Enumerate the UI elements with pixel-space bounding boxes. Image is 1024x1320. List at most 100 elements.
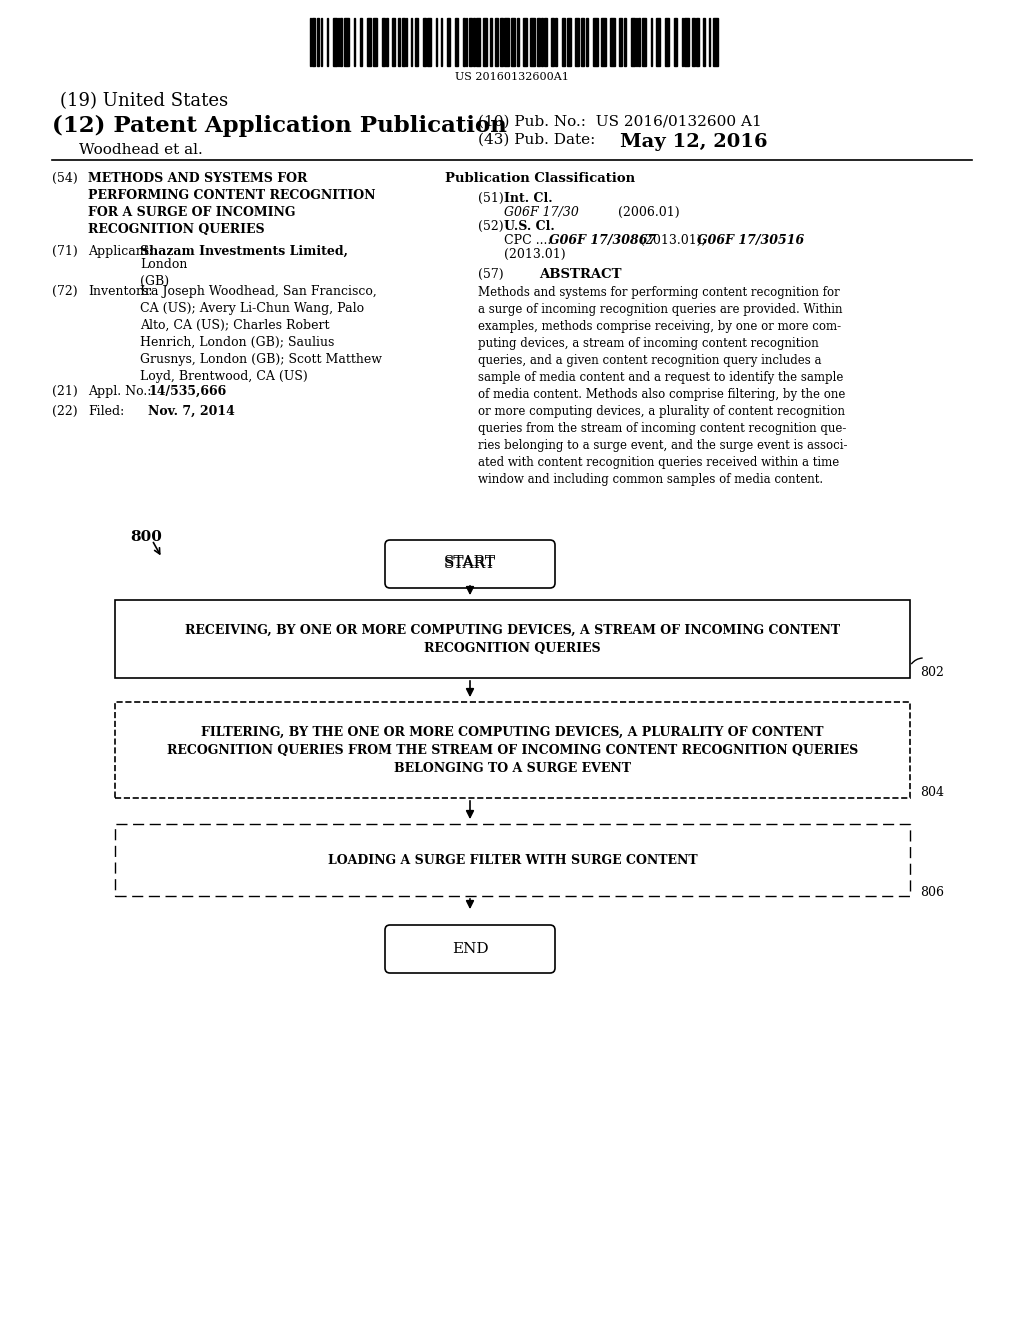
Bar bbox=[511, 18, 515, 66]
FancyBboxPatch shape bbox=[115, 601, 910, 678]
Bar bbox=[620, 18, 623, 66]
Text: (72): (72) bbox=[52, 285, 78, 298]
Bar bbox=[482, 18, 486, 66]
FancyBboxPatch shape bbox=[385, 925, 555, 973]
Text: 14/535,666: 14/535,666 bbox=[148, 385, 226, 399]
Bar bbox=[475, 18, 479, 66]
Text: METHODS AND SYSTEMS FOR
PERFORMING CONTENT RECOGNITION
FOR A SURGE OF INCOMING
R: METHODS AND SYSTEMS FOR PERFORMING CONTE… bbox=[88, 172, 376, 236]
Bar bbox=[463, 18, 465, 66]
Bar bbox=[582, 18, 585, 66]
Bar bbox=[642, 18, 646, 66]
Bar bbox=[344, 18, 349, 66]
Text: G06F 17/30516: G06F 17/30516 bbox=[697, 234, 804, 247]
Bar bbox=[567, 18, 571, 66]
Bar bbox=[517, 18, 519, 66]
Bar bbox=[401, 18, 404, 66]
Text: G06F 17/30: G06F 17/30 bbox=[504, 206, 579, 219]
Bar bbox=[593, 18, 598, 66]
Bar bbox=[455, 18, 458, 66]
Text: END: END bbox=[452, 942, 488, 956]
Text: (2013.01);: (2013.01); bbox=[636, 234, 706, 247]
FancyBboxPatch shape bbox=[115, 702, 910, 799]
Bar bbox=[500, 18, 503, 66]
Bar bbox=[562, 18, 565, 66]
Bar bbox=[312, 18, 315, 66]
Text: Inventors:: Inventors: bbox=[88, 285, 153, 298]
Bar bbox=[386, 18, 388, 66]
Bar bbox=[333, 18, 337, 66]
Bar bbox=[317, 18, 319, 66]
Bar bbox=[551, 18, 554, 66]
Bar bbox=[542, 18, 544, 66]
Text: (12) Patent Application Publication: (12) Patent Application Publication bbox=[52, 115, 507, 137]
Text: Applicant:: Applicant: bbox=[88, 246, 153, 257]
Text: ABSTRACT: ABSTRACT bbox=[539, 268, 622, 281]
Bar bbox=[427, 18, 431, 66]
Bar bbox=[545, 18, 548, 66]
Text: START: START bbox=[444, 554, 496, 569]
Bar bbox=[382, 18, 385, 66]
Text: G06F 17/30867: G06F 17/30867 bbox=[549, 234, 656, 247]
Bar bbox=[666, 18, 669, 66]
Text: 804: 804 bbox=[920, 785, 944, 799]
Text: 800: 800 bbox=[130, 531, 162, 544]
Text: (71): (71) bbox=[52, 246, 78, 257]
Bar bbox=[340, 18, 342, 66]
Text: 802: 802 bbox=[920, 667, 944, 678]
Text: Int. Cl.: Int. Cl. bbox=[504, 191, 553, 205]
Bar bbox=[638, 18, 640, 66]
Text: Appl. No.:: Appl. No.: bbox=[88, 385, 152, 399]
Bar bbox=[367, 18, 371, 66]
Bar bbox=[538, 18, 541, 66]
Text: (2006.01): (2006.01) bbox=[618, 206, 680, 219]
Bar bbox=[587, 18, 589, 66]
Text: (52): (52) bbox=[478, 220, 504, 234]
Text: Methods and systems for performing content recognition for
a surge of incoming r: Methods and systems for performing conte… bbox=[478, 286, 848, 486]
Text: (22): (22) bbox=[52, 405, 78, 418]
Bar bbox=[495, 18, 498, 66]
Text: CPC ....: CPC .... bbox=[504, 234, 559, 247]
FancyBboxPatch shape bbox=[115, 824, 910, 896]
Bar bbox=[610, 18, 615, 66]
Text: London
(GB): London (GB) bbox=[140, 257, 187, 288]
Bar bbox=[446, 18, 450, 66]
Bar bbox=[415, 18, 418, 66]
Bar bbox=[373, 18, 377, 66]
Text: RECEIVING, BY ONE OR MORE COMPUTING DEVICES, A STREAM OF INCOMING CONTENT
RECOGN: RECEIVING, BY ONE OR MORE COMPUTING DEVI… bbox=[185, 623, 840, 655]
Text: Publication Classification: Publication Classification bbox=[445, 172, 635, 185]
Bar bbox=[423, 18, 426, 66]
Bar bbox=[703, 18, 706, 66]
Bar bbox=[392, 18, 395, 66]
Text: (2013.01): (2013.01) bbox=[504, 248, 565, 261]
Bar bbox=[713, 18, 718, 66]
Bar bbox=[473, 18, 474, 66]
Bar bbox=[692, 18, 695, 66]
Text: 806: 806 bbox=[920, 886, 944, 899]
Text: U.S. Cl.: U.S. Cl. bbox=[504, 220, 555, 234]
Bar bbox=[684, 18, 689, 66]
Text: Ira Joseph Woodhead, San Francisco,
CA (US); Avery Li-Chun Wang, Palo
Alto, CA (: Ira Joseph Woodhead, San Francisco, CA (… bbox=[140, 285, 382, 383]
Text: Filed:: Filed: bbox=[88, 405, 124, 418]
Text: Nov. 7, 2014: Nov. 7, 2014 bbox=[148, 405, 234, 418]
Bar bbox=[489, 18, 492, 66]
Bar bbox=[469, 18, 472, 66]
Bar bbox=[674, 18, 677, 66]
Bar bbox=[575, 18, 580, 66]
Bar bbox=[504, 18, 509, 66]
Bar bbox=[523, 18, 527, 66]
Text: START: START bbox=[444, 557, 496, 572]
Text: Woodhead et al.: Woodhead et al. bbox=[79, 143, 203, 157]
FancyBboxPatch shape bbox=[385, 540, 555, 587]
Bar bbox=[359, 18, 361, 66]
Text: (43) Pub. Date:: (43) Pub. Date: bbox=[478, 133, 595, 147]
Text: (19) United States: (19) United States bbox=[60, 92, 228, 110]
Text: (57): (57) bbox=[478, 268, 504, 281]
Bar bbox=[555, 18, 557, 66]
Text: (51): (51) bbox=[478, 191, 504, 205]
Text: US 20160132600A1: US 20160132600A1 bbox=[455, 73, 569, 82]
Text: (10) Pub. No.:  US 2016/0132600 A1: (10) Pub. No.: US 2016/0132600 A1 bbox=[478, 115, 762, 129]
Text: (21): (21) bbox=[52, 385, 78, 399]
Text: FILTERING, BY THE ONE OR MORE COMPUTING DEVICES, A PLURALITY OF CONTENT
RECOGNIT: FILTERING, BY THE ONE OR MORE COMPUTING … bbox=[167, 726, 858, 775]
Text: May 12, 2016: May 12, 2016 bbox=[620, 133, 768, 150]
Bar bbox=[601, 18, 606, 66]
